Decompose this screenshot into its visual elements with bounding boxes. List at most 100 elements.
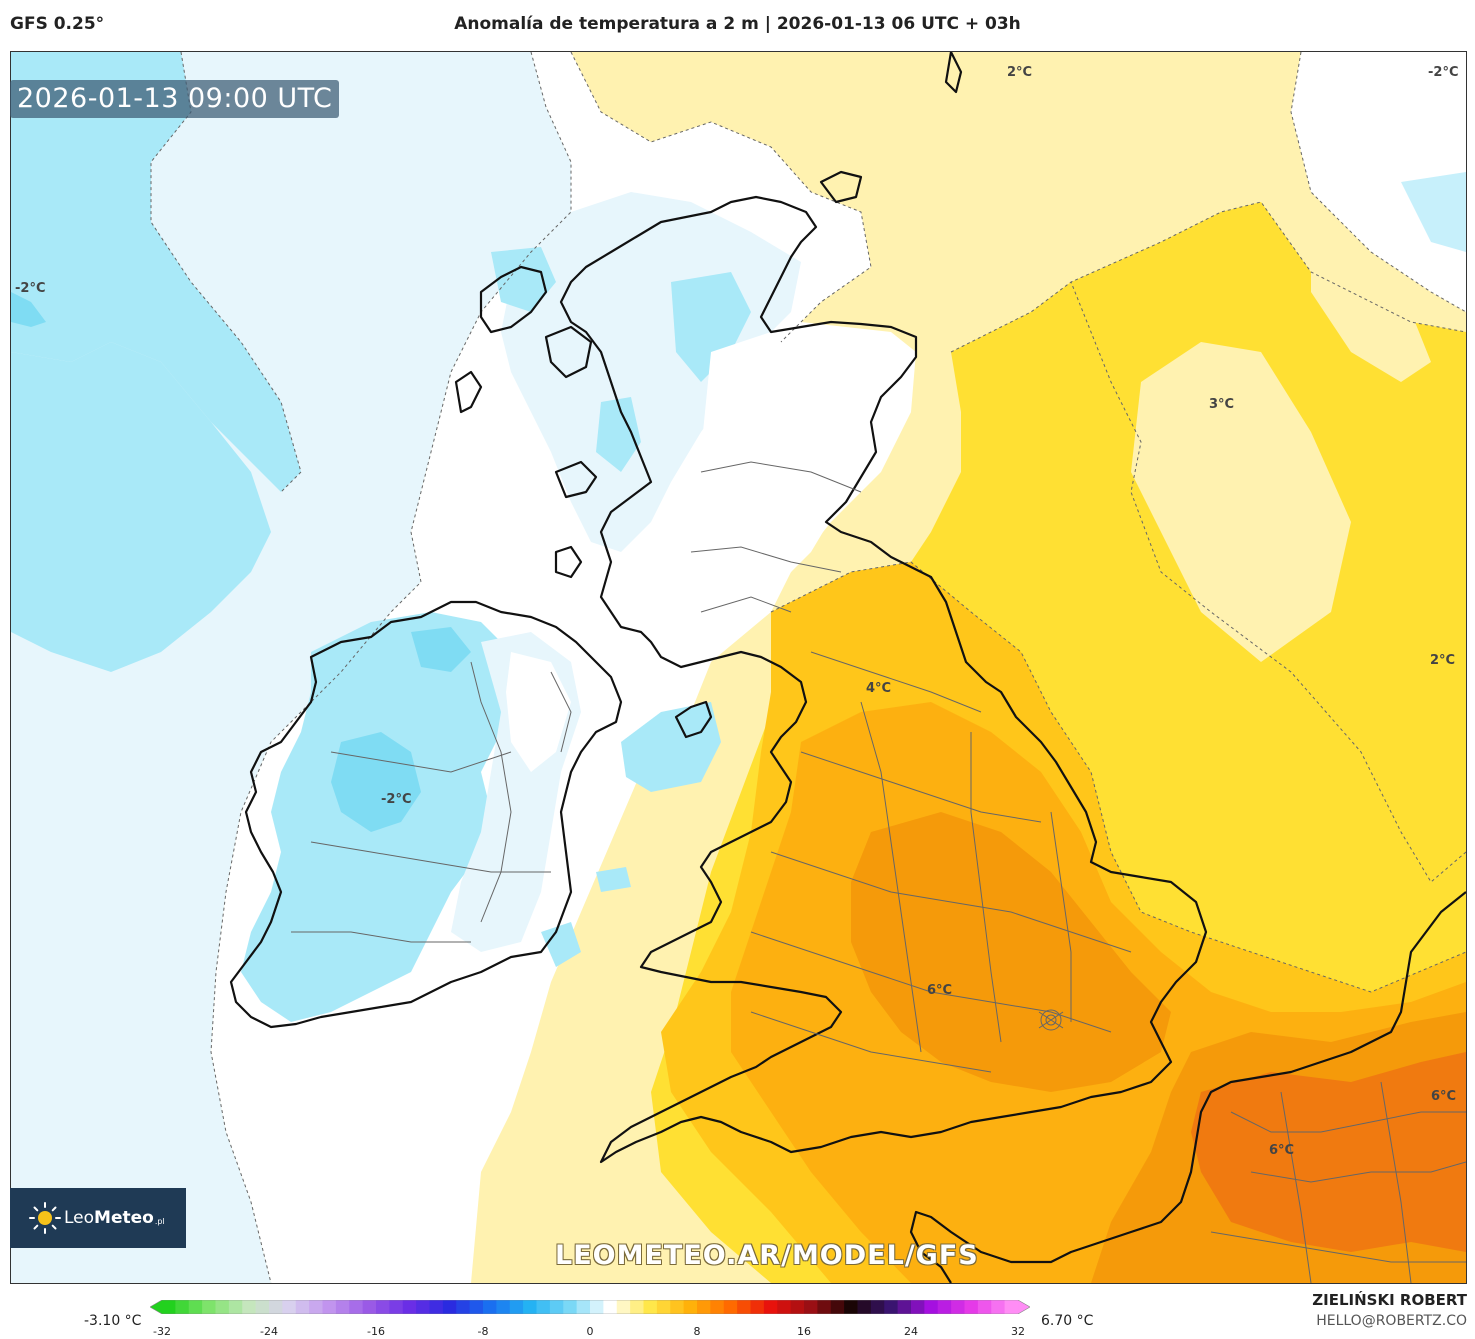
ireland-cold-strong-north: [411, 627, 471, 672]
hebrides-coast: [479, 265, 548, 334]
colorbar-cell: [322, 1300, 337, 1314]
colorbar-min-label: -3.10 °C: [84, 1313, 142, 1329]
model-url-watermark: LEOMETEO.AR/MODEL/GFS: [555, 1240, 979, 1271]
chart-title: Anomalía de temperatura a 2 m | 2026-01-…: [454, 14, 1021, 34]
contour-label-north-sea: 3°C: [1209, 397, 1235, 412]
colorbar-cell: [188, 1300, 203, 1314]
colorbar-cell: [576, 1300, 591, 1314]
cold-patch-west-2: [11, 342, 271, 672]
colorbar-cell: [389, 1300, 404, 1314]
colorbar-tick-label: 32: [1011, 1325, 1025, 1338]
hebrides-south: [454, 370, 483, 414]
colorbar-min-arrow: [150, 1300, 162, 1314]
colorbar-cell: [937, 1300, 952, 1314]
logo-tld: .pl: [154, 1216, 165, 1226]
colorbar-cell: [750, 1300, 765, 1314]
colorbar-cell: [603, 1300, 618, 1314]
colorbar-tick-label: -24: [260, 1325, 278, 1338]
valid-time-badge: 2026-01-13 09:00 UTC: [10, 80, 340, 118]
author-name: ZIELIŃSKI ROBERT: [1312, 1291, 1467, 1309]
colorbar-cell: [817, 1300, 832, 1314]
colorbar-cell: [376, 1300, 390, 1314]
colorbar-tick-label: -8: [477, 1325, 489, 1338]
colorbar-cell: [282, 1300, 297, 1314]
ocean-cold-south-2: [596, 867, 631, 892]
colorbar-cell: [777, 1300, 792, 1314]
colorbar-cell: [442, 1300, 457, 1314]
colorbar-cell: [175, 1300, 190, 1314]
continent-coast: [909, 891, 1466, 1283]
sun-icon: [29, 1202, 61, 1234]
colorbar-cell: [523, 1300, 538, 1314]
leometeo-logo[interactable]: LeoMeteo .pl: [10, 1188, 186, 1248]
colorbar-cell: [255, 1300, 270, 1314]
colorbar-cell: [870, 1300, 885, 1314]
colorbar-cell: [790, 1300, 805, 1314]
colorbar-cell: [590, 1300, 604, 1314]
ireland-white-core: [506, 652, 571, 772]
map-panel[interactable]: 2°C -2°C -2°C 3°C 2°C 4°C -2°C 6°C 6°C 6…: [10, 51, 1467, 1284]
colorbar-cell: [429, 1300, 444, 1314]
colorbar-cell: [416, 1300, 431, 1314]
colorbar-cell: [804, 1300, 818, 1314]
colorbar-max-label: 6.70 °C: [1041, 1313, 1094, 1329]
cold-strong-west: [11, 292, 46, 327]
colorbar-cell: [402, 1300, 417, 1314]
logo-wordmark: LeoMeteo: [64, 1208, 154, 1228]
colorbar-cell: [549, 1300, 564, 1314]
colorbar-cell: [242, 1300, 257, 1314]
colorbar-cell: [951, 1300, 966, 1314]
colorbar: [150, 1300, 1030, 1314]
colorbar-cell: [857, 1300, 872, 1314]
colorbar-cell: [670, 1300, 685, 1314]
colorbar-cell: [309, 1300, 324, 1314]
warm-light-east: [1311, 212, 1431, 382]
mull-coast: [554, 460, 598, 499]
colorbar-cell: [215, 1300, 230, 1314]
anomaly-map: [11, 52, 1466, 1283]
scotland-cold-1: [491, 247, 556, 312]
colorbar-cell: [536, 1300, 551, 1314]
scotland-cold-2: [671, 272, 751, 382]
skye-coast: [544, 325, 593, 379]
ireland-coast: [229, 600, 623, 1029]
islay-coast: [554, 545, 583, 579]
colorbar-ticks: -32 -24 -16 -8 0 8 16 24 32: [0, 1325, 1475, 1339]
cold-patch-west: [11, 52, 301, 492]
cold-patch-ne-inner: [1401, 172, 1466, 252]
ocean-cold-south: [541, 922, 581, 967]
contour-label-left-ocean: -2°C: [15, 281, 46, 296]
colorbar-tick-label: 0: [586, 1325, 594, 1338]
hot-continental: [1191, 1052, 1466, 1252]
colorbar-cell: [456, 1300, 471, 1314]
colorbar-tick-label: 24: [904, 1325, 918, 1338]
colorbar-cell: [496, 1300, 511, 1314]
isle-of-man-coast: [674, 700, 713, 739]
colorbar-cell: [656, 1300, 671, 1314]
contour-label-east-edge: 2°C: [1430, 653, 1456, 668]
orange-dark-core: [851, 812, 1171, 1092]
colorbar-cell: [202, 1300, 217, 1314]
colorbar-cell: [469, 1300, 484, 1314]
colorbar-cell: [616, 1300, 631, 1314]
colorbar-cell: [991, 1300, 1006, 1314]
colorbar-tick-label: 8: [693, 1325, 701, 1338]
contour-label-top-right: -2°C: [1428, 65, 1459, 80]
colorbar-tick-label: -16: [367, 1325, 385, 1338]
colorbar-cell: [483, 1300, 497, 1314]
author-email[interactable]: HELLO@ROBERTZ.CO: [1316, 1313, 1467, 1329]
colorbar-cell: [162, 1300, 176, 1314]
colorbar-cell: [1004, 1300, 1019, 1314]
contour-label-top-center: 2°C: [1007, 65, 1033, 80]
ocean-cold-mid: [621, 702, 721, 792]
orkney-coast: [819, 170, 863, 204]
colorbar-cell: [362, 1300, 377, 1314]
colorbar-cell: [897, 1300, 912, 1314]
neutral-ne: [1291, 52, 1466, 312]
contour-label-ireland: -2°C: [381, 792, 412, 807]
contour-label-benelux-east: 6°C: [1431, 1089, 1457, 1104]
britain-coast: [559, 195, 1208, 1164]
scotland-cold-3: [596, 397, 641, 472]
coastlines: [229, 52, 1466, 1283]
colorbar-cell: [630, 1300, 645, 1314]
